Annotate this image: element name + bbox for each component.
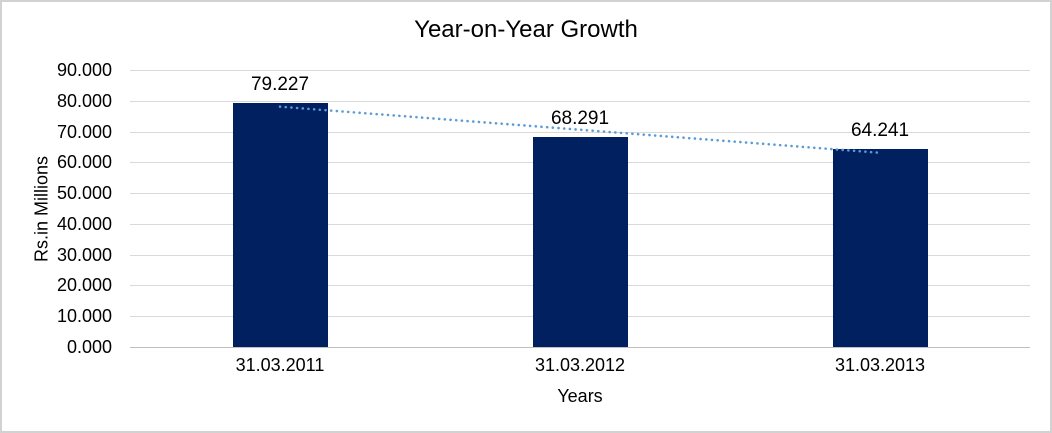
data-label: 79.227 bbox=[250, 74, 310, 96]
x-axis-title: Years bbox=[557, 386, 603, 406]
x-axis-line bbox=[130, 347, 1030, 348]
y-tick-label: 10.000 bbox=[56, 306, 112, 327]
chart-title: Year-on-Year Growth bbox=[414, 16, 638, 43]
x-tick-label: 31.03.2012 bbox=[534, 355, 626, 375]
y-tick-label: 60.000 bbox=[56, 152, 112, 173]
y-tick-label: 80.000 bbox=[56, 90, 112, 111]
x-tick-label: 31.03.2011 bbox=[235, 355, 325, 375]
y-tick-label: 90.000 bbox=[56, 60, 112, 80]
x-axis-tick-labels: 31.03.2011 31.03.2012 31.03.2013 bbox=[130, 355, 1030, 377]
y-tick-label: 70.000 bbox=[56, 121, 112, 142]
y-tick-label: 30.000 bbox=[56, 244, 112, 265]
y-tick-label: 50.000 bbox=[56, 183, 112, 204]
y-tick-label: 40.000 bbox=[56, 213, 112, 234]
y-axis-title: Rs.in Millions bbox=[31, 155, 52, 263]
y-tick-label: 0.000 bbox=[66, 337, 112, 357]
y-tick-label: 20.000 bbox=[56, 275, 112, 296]
plot-area: 79.227 68.291 64.241 bbox=[130, 70, 1030, 348]
bar bbox=[832, 149, 928, 347]
bar bbox=[232, 103, 328, 347]
gridline bbox=[130, 70, 1030, 71]
data-label: 64.241 bbox=[850, 120, 910, 142]
bar bbox=[532, 136, 628, 347]
data-label: 68.291 bbox=[550, 107, 610, 129]
x-tick-label: 31.03.2013 bbox=[834, 355, 926, 375]
gridline bbox=[130, 100, 1030, 102]
